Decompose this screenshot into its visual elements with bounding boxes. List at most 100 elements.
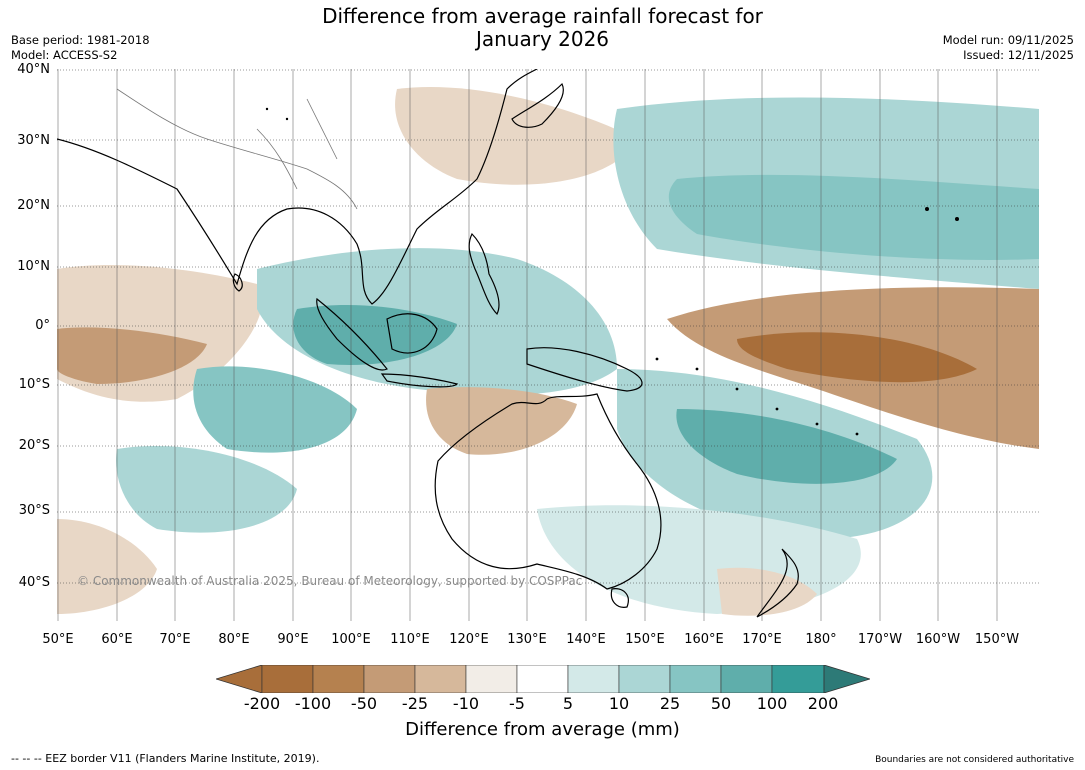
colorbar-swatch	[516, 665, 569, 693]
colorbar-swatch	[414, 665, 467, 693]
island-dot	[955, 217, 959, 221]
coast-japan	[511, 82, 564, 128]
wet-field-central-pacific-core	[668, 174, 1039, 260]
issued-date: Issued: 12/11/2025	[963, 48, 1074, 62]
colorbar-arrow-dry	[216, 665, 263, 693]
lat-label: 30°N	[17, 133, 50, 148]
coast-new-zealand	[756, 548, 799, 618]
wet-field-south-pacific-core	[676, 409, 897, 484]
colorbar-swatch	[567, 665, 620, 693]
lat-label: 10°N	[17, 259, 50, 274]
coast-australia	[434, 393, 662, 590]
lon-label: 150°E	[625, 632, 665, 647]
lon-label: 180°	[805, 632, 837, 647]
lat-label: 40°S	[18, 575, 50, 590]
wet-field-maritime-core	[293, 304, 457, 365]
island-dot	[775, 407, 779, 411]
coast-tasmania	[610, 588, 629, 608]
title-line-2: January 2026	[475, 27, 610, 51]
coast-sumatra	[316, 297, 388, 371]
eez-note: -- -- -- EEZ border V11 (Flanders Marine…	[11, 752, 320, 765]
lon-label: 110°E	[390, 632, 430, 647]
dry-field-northern-australia	[426, 387, 577, 455]
colorbar-swatch	[465, 665, 518, 693]
colorbar-swatch	[669, 665, 722, 693]
lat-label: 30°S	[18, 503, 50, 518]
disclaimer: Boundaries are not considered authoritat…	[875, 755, 1074, 765]
wet-field-south-west	[116, 445, 298, 533]
island-dot	[265, 107, 269, 111]
meta-left: Base period: 1981-2018 Model: ACCESS-S2	[11, 33, 150, 63]
colorbar-swatch	[312, 665, 365, 693]
lon-label: 170°W	[857, 632, 903, 647]
lon-label: 60°E	[101, 632, 133, 647]
colorbar-swatch	[261, 665, 314, 693]
coast-asia-mainland	[57, 69, 538, 305]
colorbar-tick: 25	[659, 694, 681, 713]
colorbar-tick: 5	[562, 694, 574, 713]
copyright-notice: © Commonwealth of Australia 2025, Bureau…	[77, 574, 583, 588]
islands-scatter	[265, 107, 959, 436]
lon-label: 90°E	[277, 632, 309, 647]
model-run: Model run: 09/11/2025	[942, 33, 1074, 47]
colorbar-tick: -50	[350, 694, 378, 713]
border-lines-asia	[116, 88, 358, 210]
lon-label: 160°W	[915, 632, 961, 647]
colorbar-tick: -200	[243, 694, 281, 713]
colorbar-tick: -5	[509, 694, 525, 713]
coast-philippines	[468, 232, 500, 316]
colorbar-tick: 200	[807, 694, 839, 713]
dry-field-southwest-corner	[57, 519, 157, 614]
base-period: Base period: 1981-2018	[11, 33, 150, 47]
lon-label: 150°W	[974, 632, 1020, 647]
lon-label: 130°E	[507, 632, 547, 647]
colorbar-swatch	[363, 665, 416, 693]
island-dot	[655, 357, 659, 361]
coastlines	[57, 69, 799, 618]
lat-label: 0°	[35, 318, 50, 333]
lon-label: 170°E	[742, 632, 782, 647]
country-borders	[116, 88, 358, 210]
lon-label: 70°E	[159, 632, 191, 647]
island-dot	[855, 432, 859, 436]
island-dot	[695, 367, 699, 371]
island-dot	[815, 422, 819, 426]
lon-label: 160°E	[684, 632, 724, 647]
coast-borneo	[386, 313, 438, 354]
dry-field-indian-ocean-core	[57, 327, 207, 384]
colorbar-swatch	[771, 665, 825, 693]
lat-label: 10°S	[18, 377, 50, 392]
rainfall-anomaly-map	[57, 69, 1039, 621]
graticule-lon	[57, 69, 998, 621]
model-name: Model: ACCESS-S2	[11, 48, 118, 62]
colorbar-tick: 50	[710, 694, 732, 713]
island-dot	[735, 387, 739, 391]
colorbar-tick: -10	[452, 694, 480, 713]
dry-field-tasman	[717, 567, 817, 616]
colorbar-arrow-wet	[823, 665, 870, 693]
dry-field-equatorial-core	[737, 332, 977, 383]
title-line-1: Difference from average rainfall forecas…	[322, 4, 763, 28]
lon-label: 100°E	[331, 632, 371, 647]
lat-label: 20°S	[18, 438, 50, 453]
coast-java	[380, 373, 459, 388]
island-dot	[925, 207, 929, 211]
colorbar	[216, 665, 870, 693]
anomaly-fields	[57, 87, 1039, 616]
colorbar-swatch	[618, 665, 671, 693]
lon-label: 80°E	[218, 632, 250, 647]
lat-label: 40°N	[17, 62, 50, 77]
map-canvas	[57, 69, 1039, 621]
dry-field-north-pacific	[395, 87, 637, 185]
coast-new-guinea	[526, 347, 643, 392]
colorbar-tick: 100	[756, 694, 788, 713]
island-dot	[285, 117, 289, 121]
coast-sri-lanka	[232, 273, 243, 292]
colorbar-title: Difference from average (mm)	[405, 719, 680, 740]
lon-label: 50°E	[42, 632, 74, 647]
colorbar-tick: -25	[401, 694, 429, 713]
colorbar-swatch	[720, 665, 773, 693]
lon-label: 120°E	[449, 632, 489, 647]
colorbar-tick: -100	[294, 694, 332, 713]
colorbar-tick: 10	[608, 694, 630, 713]
